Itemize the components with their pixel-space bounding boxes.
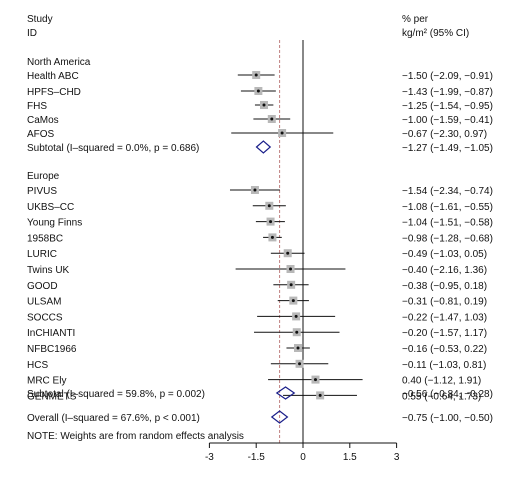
study-label: FHS (27, 101, 47, 112)
x-tick-label: 1.5 (343, 452, 357, 463)
study-point-estimate (262, 103, 266, 107)
study-ci-text: −0.20 (−1.57, 1.17) (402, 328, 487, 339)
overall-label: Overall (I–squared = 67.6%, p < 0.001) (27, 413, 200, 424)
study-label: GOOD (27, 281, 58, 292)
study-point-estimate (256, 89, 260, 93)
study-point-estimate (270, 235, 274, 239)
study-point-estimate (298, 362, 302, 366)
study-ci-text: −0.40 (−2.16, 1.36) (402, 265, 487, 276)
header-study: Study (27, 14, 53, 25)
study-label: NFBC1966 (27, 344, 77, 355)
study-ci-text: −1.00 (−1.59, −0.41) (402, 115, 493, 126)
subtotal-north-america-ci-text: −1.27 (−1.49, −1.05) (402, 143, 493, 154)
study-label: Health ABC (27, 71, 79, 82)
study-label: SOCCS (27, 312, 63, 323)
x-tick-label: 0 (300, 452, 306, 463)
study-point-estimate (313, 378, 317, 382)
study-ci-text: −1.54 (−2.34, −0.74) (402, 186, 493, 197)
study-label: HPFS–CHD (27, 87, 81, 98)
group-heading: Europe (27, 171, 60, 182)
study-ci-text: −0.38 (−0.95, 0.18) (402, 281, 487, 292)
study-point-estimate (295, 330, 299, 334)
study-point-estimate (289, 267, 293, 271)
study-point-estimate (294, 314, 298, 318)
study-label: CaMos (27, 115, 59, 126)
study-label: MRC Ely (27, 376, 66, 387)
study-label: InCHIANTI (27, 328, 75, 339)
x-tick-label: -3 (205, 452, 214, 463)
study-ci-text: −0.98 (−1.28, −0.68) (402, 233, 493, 244)
study-point-estimate (296, 346, 300, 350)
study-ci-text: −0.31 (−0.81, 0.19) (402, 297, 487, 308)
study-point-estimate (286, 251, 290, 255)
study-point-estimate (289, 283, 293, 287)
study-point-estimate (269, 220, 273, 224)
study-point-estimate (318, 393, 322, 397)
study-label: AFOS (27, 129, 55, 140)
study-ci-text: −0.11 (−1.03, 0.81) (402, 360, 486, 371)
subtotal-north-america-label: Subtotal (I–squared = 0.0%, p = 0.686) (27, 143, 199, 154)
header-id: ID (27, 28, 37, 39)
study-ci-text: 0.55 (−0.64, 1.73) (402, 391, 481, 402)
study-label: Twins UK (27, 265, 70, 276)
study-point-estimate (254, 73, 258, 77)
weights-note: NOTE: Weights are from random effects an… (27, 431, 244, 442)
overall-diamond (270, 410, 289, 424)
study-label: GENMETS (27, 391, 77, 402)
overall-ci-text: −0.75 (−1.00, −0.50) (402, 413, 493, 424)
study-label: LURIC (27, 249, 57, 260)
study-label: UKBS–CC (27, 202, 74, 213)
study-label: Young Finns (27, 218, 82, 229)
study-label: PIVUS (27, 186, 57, 197)
study-ci-text: −1.04 (−1.51, −0.58) (402, 218, 493, 229)
header-units: kg/m² (95% CI) (402, 28, 469, 39)
study-point-estimate (270, 117, 274, 121)
subtotal-europe-label: Subtotal (I–squared = 59.8%, p = 0.002) (27, 389, 205, 400)
header-effect: % per (402, 14, 429, 25)
subtotal-europe-ci-text: −0.56 (−0.84, −0.28) (402, 389, 493, 400)
study-ci-text: −1.08 (−1.61, −0.55) (402, 202, 493, 213)
study-ci-text: −0.22 (−1.47, 1.03) (402, 312, 487, 323)
study-point-estimate (267, 204, 271, 208)
study-point-estimate (280, 131, 284, 135)
group-heading: North America (27, 57, 91, 68)
study-ci-text: −0.16 (−0.53, 0.22) (402, 344, 487, 355)
subtotal-north-america-diamond (255, 140, 272, 154)
x-tick-label: -1.5 (248, 452, 266, 463)
study-label: 1958BC (27, 233, 63, 244)
study-ci-text: −1.43 (−1.99, −0.87) (402, 87, 493, 98)
study-ci-text: 0.40 (−1.12, 1.91) (402, 376, 481, 387)
study-point-estimate (291, 299, 295, 303)
study-label: HCS (27, 360, 48, 371)
subtotal-europe-diamond (275, 386, 296, 400)
study-point-estimate (253, 188, 257, 192)
study-ci-text: −0.49 (−1.03, 0.05) (402, 249, 487, 260)
study-ci-text: −0.67 (−2.30, 0.97) (402, 129, 487, 140)
study-ci-text: −1.50 (−2.09, −0.91) (402, 71, 493, 82)
x-tick-label: 3 (394, 452, 400, 463)
study-ci-text: −1.25 (−1.54, −0.95) (402, 101, 493, 112)
study-label: ULSAM (27, 297, 61, 308)
